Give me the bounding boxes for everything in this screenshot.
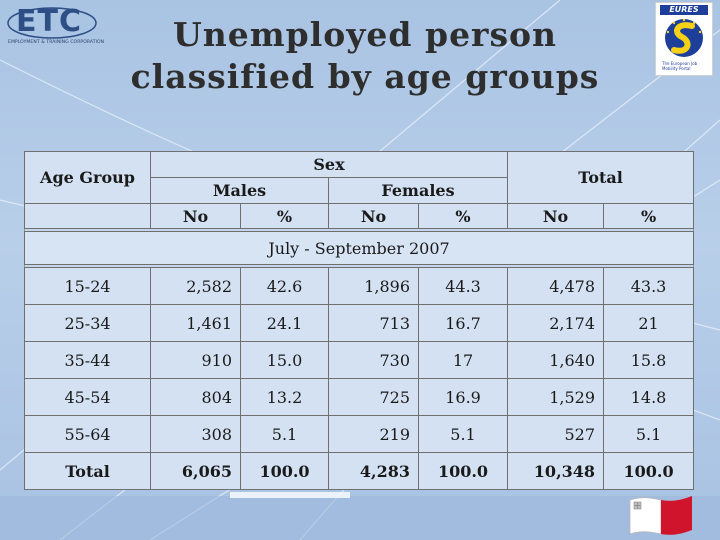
age-group-cell: 25-34 — [24, 304, 151, 342]
males-pct-total-cell: 100.0 — [240, 452, 329, 490]
females-no-cell: 219 — [328, 415, 419, 453]
males-no-cell: 308 — [150, 415, 241, 453]
total-label-cell: Total — [24, 452, 151, 490]
males-pct-cell: 24.1 — [240, 304, 329, 342]
slide-title-line-2: classified by age groups — [130, 57, 600, 96]
females-pct-cell: 16.9 — [417, 378, 509, 416]
total-pct-cell: 21 — [603, 304, 695, 342]
slide-title: Unemployed person classified by age grou… — [130, 14, 600, 98]
total-no-cell: 527 — [507, 415, 605, 453]
table-row: 35-44 910 15.0 730 17 1,640 15.8 — [24, 341, 695, 379]
header-males: Males — [150, 177, 329, 204]
slide-title-line-1: Unemployed person — [172, 15, 558, 54]
eures-logo-tagline: The European Job Mobility Portal — [662, 61, 698, 71]
etc-logo-swirl-icon — [7, 7, 97, 39]
females-no-total-cell: 4,283 — [328, 452, 419, 490]
header-males-no: No — [150, 203, 241, 229]
table-row: 25-34 1,461 24.1 713 16.7 2,174 21 — [24, 304, 695, 342]
table-row: 45-54 804 13.2 725 16.9 1,529 14.8 — [24, 378, 695, 416]
period-row: July - September 2007 — [23, 231, 695, 265]
total-pct-cell: 43.3 — [603, 267, 695, 305]
header-females-pct: % — [417, 203, 509, 229]
females-pct-cell: 16.7 — [417, 304, 509, 342]
age-group-cell: 55-64 — [24, 415, 151, 453]
females-pct-total-cell: 100.0 — [417, 452, 509, 490]
total-no-cell: 4,478 — [507, 267, 605, 305]
table-row: 55-64 308 5.1 219 5.1 527 5.1 — [24, 415, 695, 453]
males-no-total-cell: 6,065 — [150, 452, 241, 490]
table-header-row: Males Females — [25, 177, 694, 204]
age-group-cell: 35-44 — [24, 341, 151, 379]
females-no-cell: 713 — [328, 304, 419, 342]
males-no-cell: 910 — [150, 341, 241, 379]
males-pct-cell: 15.0 — [240, 341, 329, 379]
males-pct-cell: 13.2 — [240, 378, 329, 416]
age-group-cell: 45-54 — [24, 378, 151, 416]
header-age-group: Age Group — [24, 151, 151, 204]
header-total: Total — [507, 151, 695, 204]
total-no-cell: 1,529 — [507, 378, 605, 416]
period-label: July - September 2007 — [23, 231, 695, 265]
table-row: 15-24 2,582 42.6 1,896 44.3 4,478 43.3 — [24, 267, 695, 305]
total-no-cell: 1,640 — [507, 341, 605, 379]
eures-s-mark-icon — [665, 18, 703, 57]
eures-logo-text: EURES — [660, 5, 708, 15]
males-pct-cell: 42.6 — [240, 267, 329, 305]
total-no-cell: 2,174 — [507, 304, 605, 342]
header-total-pct: % — [603, 203, 695, 229]
females-no-cell: 1,896 — [328, 267, 419, 305]
header-sex: Sex — [149, 151, 509, 178]
age-group-cell: 15-24 — [24, 267, 151, 305]
table-header-row: Age Group Sex Total — [24, 151, 695, 204]
header-males-pct: % — [240, 203, 329, 229]
males-no-cell: 1,461 — [150, 304, 241, 342]
females-no-cell: 730 — [328, 341, 419, 379]
females-pct-cell: 44.3 — [417, 267, 509, 305]
unemployment-table: Age Group Sex Total Males Females No % N… — [23, 151, 695, 490]
etc-logo: ETC EMPLOYMENT & TRAINING CORPORATION — [6, 4, 105, 48]
table-total-row: Total 6,065 100.0 4,283 100.0 10,348 100… — [24, 452, 695, 490]
males-pct-cell: 5.1 — [240, 415, 329, 453]
total-pct-cell: 5.1 — [603, 415, 695, 453]
header-total-no: No — [507, 203, 605, 229]
table-subheader-row: No % No % No % — [24, 203, 695, 229]
etc-logo-tagline: EMPLOYMENT & TRAINING CORPORATION — [8, 40, 105, 45]
females-pct-cell: 17 — [417, 341, 509, 379]
malta-flag-icon — [629, 496, 692, 535]
males-no-cell: 2,582 — [150, 267, 241, 305]
header-females: Females — [327, 177, 509, 204]
total-no-total-cell: 10,348 — [507, 452, 605, 490]
header-females-no: No — [328, 203, 419, 229]
header-empty-cell — [24, 203, 151, 229]
total-pct-total-cell: 100.0 — [603, 452, 695, 490]
etc-logo-text: ETC — [16, 4, 82, 39]
females-pct-cell: 5.1 — [417, 415, 509, 453]
total-pct-cell: 15.8 — [603, 341, 695, 379]
females-no-cell: 725 — [328, 378, 419, 416]
total-pct-cell: 14.8 — [603, 378, 695, 416]
eures-logo: EURES The European Job Mobility Portal — [655, 2, 713, 76]
males-no-cell: 804 — [150, 378, 241, 416]
